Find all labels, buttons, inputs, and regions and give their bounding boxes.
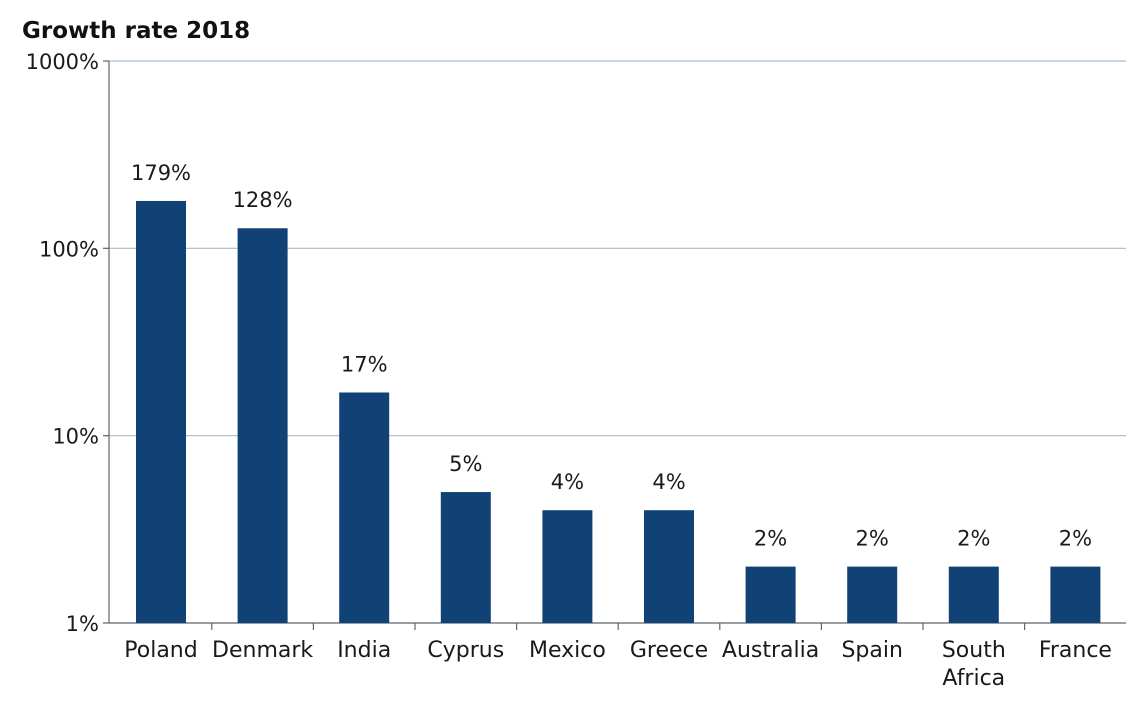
x-tick-label-line: Australia (722, 638, 819, 663)
x-tick-label-line: India (337, 638, 391, 663)
y-tick-label: 1000% (26, 50, 99, 74)
bar (339, 392, 390, 623)
x-tick-label: Spain (841, 638, 902, 663)
y-tick-label: 100% (39, 237, 99, 261)
x-tick-label-line: Africa (942, 666, 1005, 691)
bar (542, 510, 593, 623)
x-tick-label-line: Denmark (212, 638, 313, 663)
bars (136, 200, 1101, 624)
data-label: 4% (551, 470, 584, 494)
bar (948, 566, 999, 623)
bar (847, 566, 898, 623)
data-label: 179% (131, 161, 191, 185)
bar (440, 492, 491, 623)
bar (136, 200, 186, 624)
y-tick-label: 10% (52, 425, 99, 449)
x-tick-label-line: Cyprus (427, 638, 504, 663)
x-tick-label-line: Poland (124, 638, 197, 663)
x-tick-label: Cyprus (427, 638, 504, 663)
data-label: 2% (1059, 527, 1092, 551)
x-tick-label-line: South (942, 638, 1006, 663)
bar (237, 228, 288, 623)
bar (644, 510, 694, 623)
data-label: 2% (856, 527, 889, 551)
data-label: 2% (957, 527, 990, 551)
x-tick-label-line: Spain (841, 638, 902, 663)
chart-title: Growth rate 2018 (22, 18, 250, 44)
y-tick-label: 1% (66, 612, 99, 636)
x-tick-label-line: Greece (630, 638, 708, 663)
x-tick-label-line: France (1039, 638, 1112, 663)
data-label: 5% (449, 452, 482, 476)
x-tick-label: Greece (630, 638, 708, 663)
x-tick-label-line: Mexico (529, 638, 606, 663)
x-tick-label: France (1039, 638, 1112, 663)
x-tick-label: Mexico (529, 638, 606, 663)
x-tick-label: Poland (124, 638, 197, 663)
x-tick-label: South Africa (942, 638, 1006, 691)
bar (1050, 566, 1101, 623)
x-tick-label: Australia (722, 638, 819, 663)
data-label: 17% (341, 352, 388, 376)
x-tick-label: India (337, 638, 391, 663)
data-label: 128% (233, 188, 293, 212)
labels: 1% 10% 100% 1000% 179% Poland 128% Denmark 17% In… (26, 50, 1112, 691)
data-label: 2% (754, 527, 787, 551)
x-tick-label: Denmark (212, 638, 313, 663)
bar (745, 566, 796, 623)
data-label: 4% (652, 470, 685, 494)
